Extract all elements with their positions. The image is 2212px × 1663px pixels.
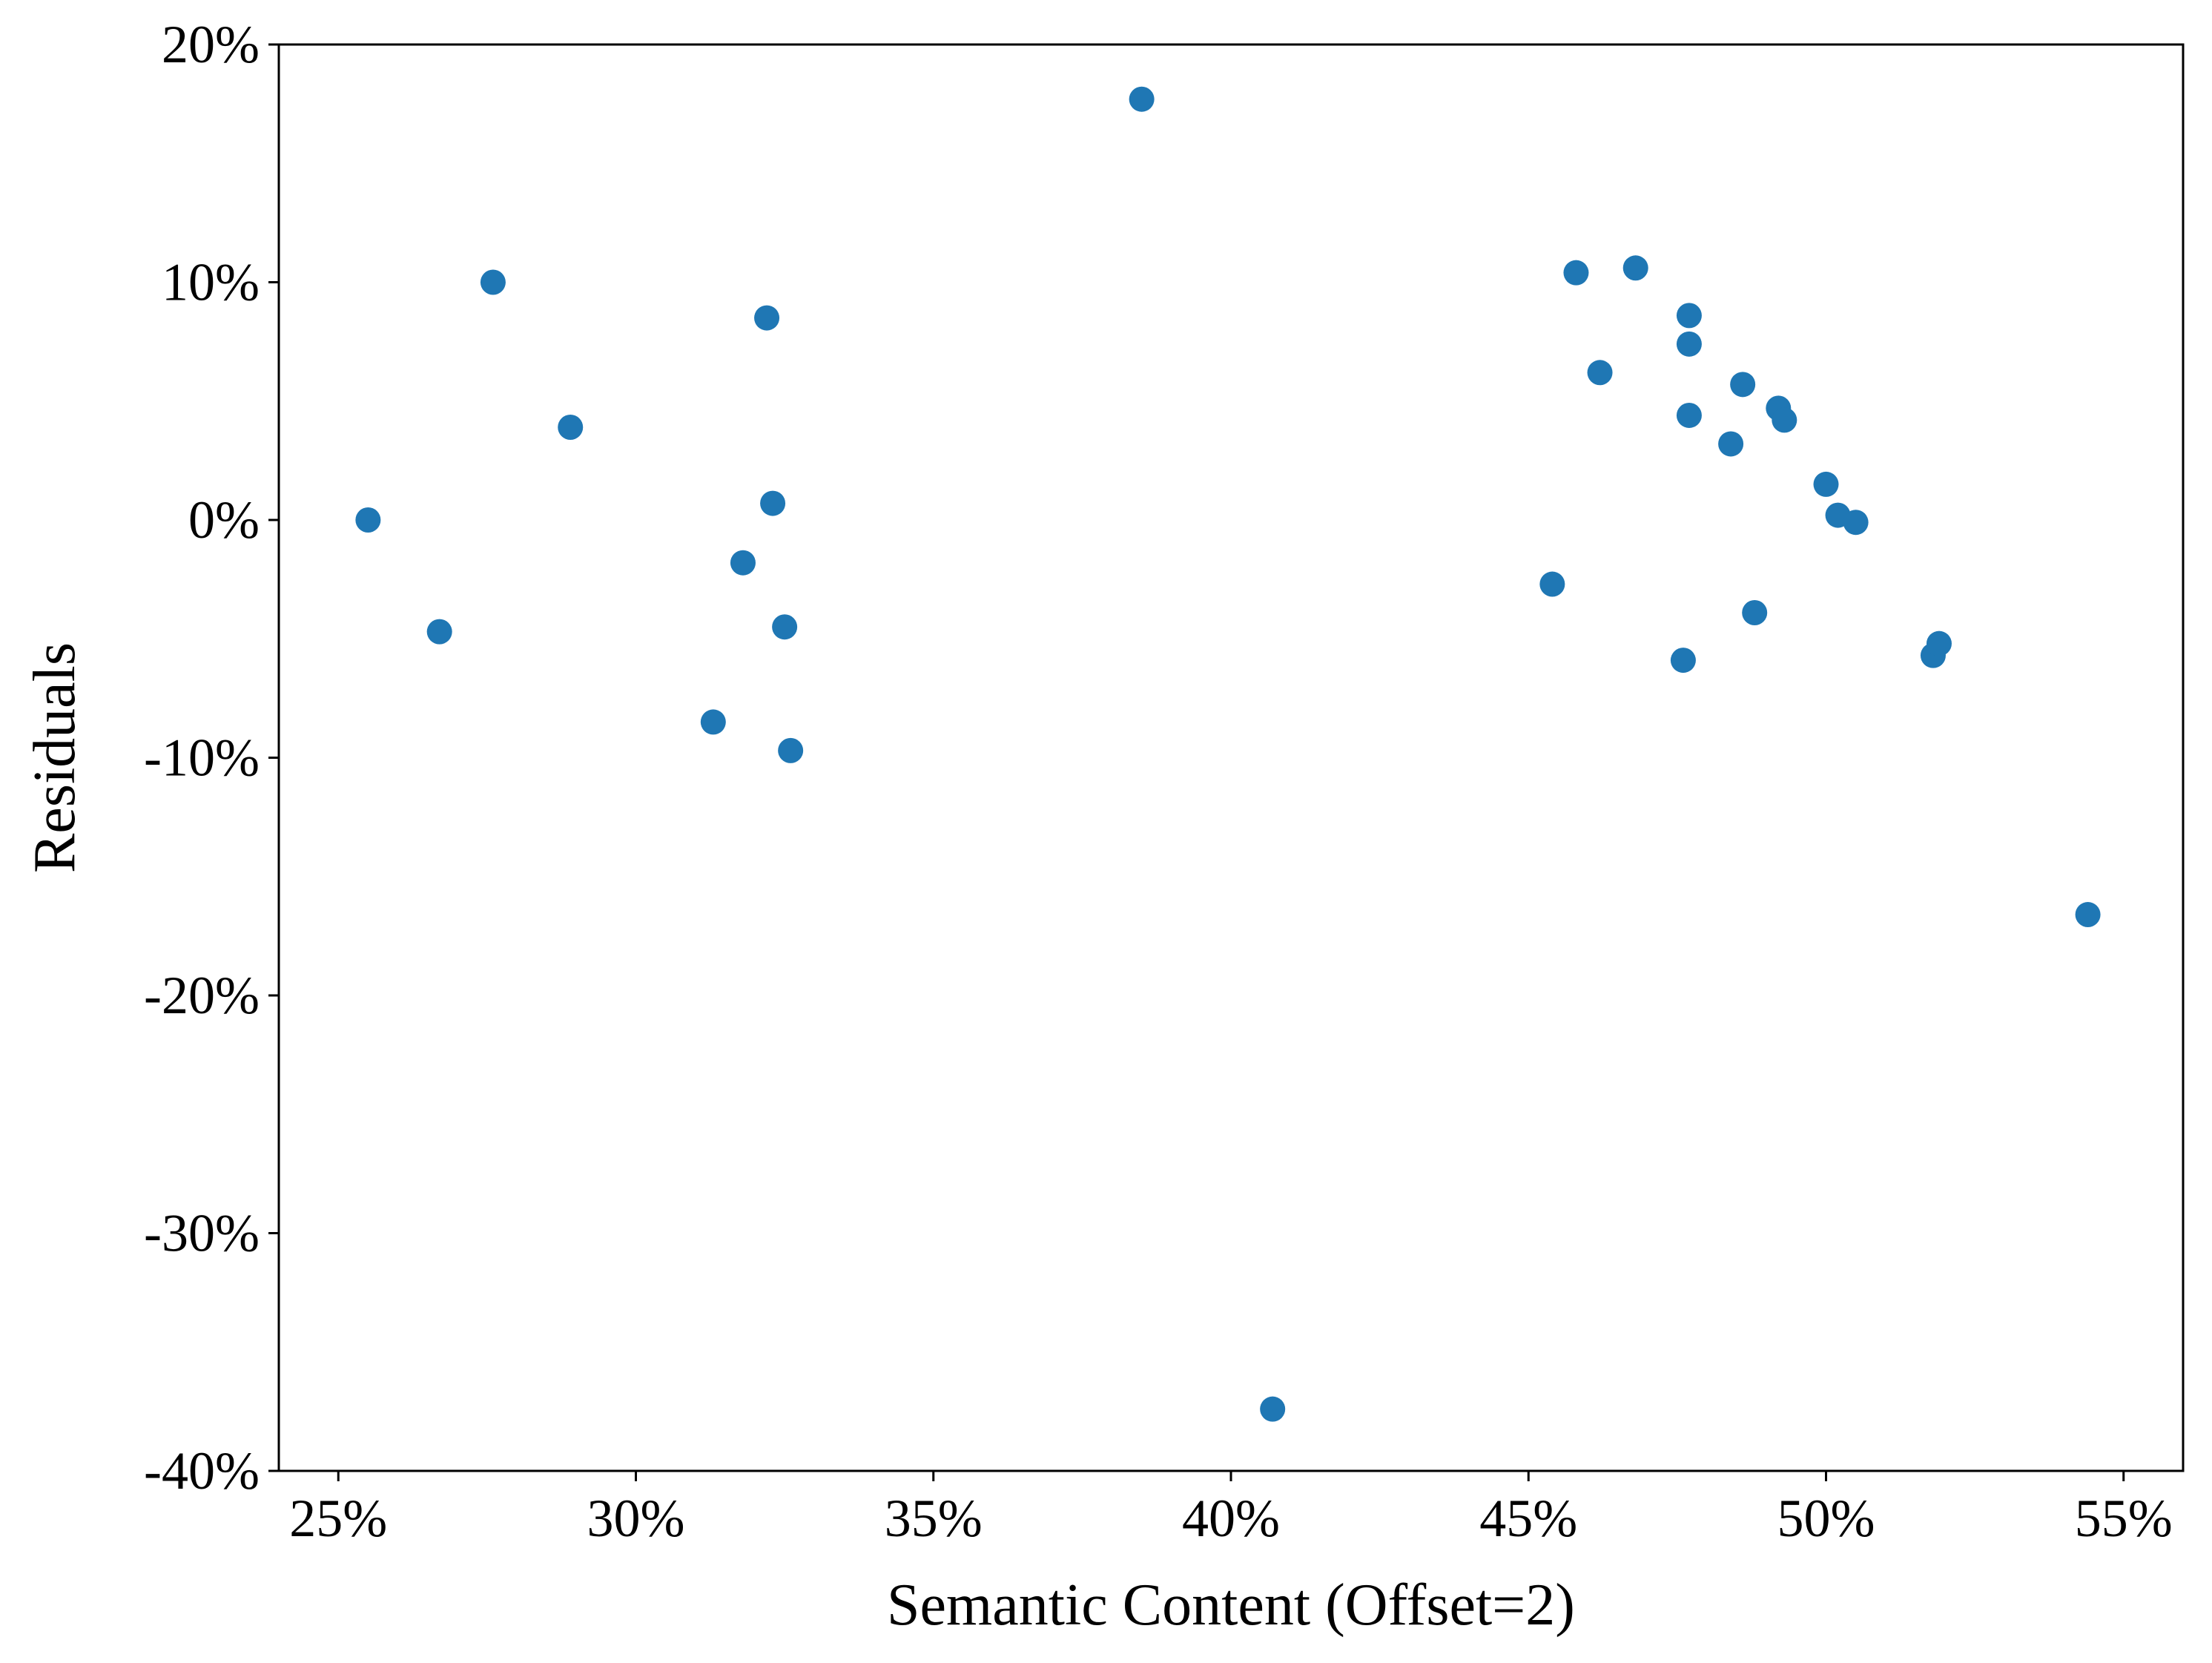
x-tick-label: 30% xyxy=(587,1489,685,1548)
y-tick-label: -30% xyxy=(144,1204,260,1263)
x-tick-label: 35% xyxy=(885,1489,983,1548)
x-axis-ticks: 25% 30% 35% 40% 45% 50% 55% xyxy=(289,1471,2173,1548)
data-point xyxy=(355,507,381,533)
data-point xyxy=(1129,86,1155,112)
data-point xyxy=(778,737,804,763)
data-point xyxy=(558,415,584,441)
x-tick-label: 45% xyxy=(1479,1489,1577,1548)
data-point xyxy=(1670,648,1696,674)
data-point xyxy=(1539,571,1565,597)
data-point xyxy=(1260,1396,1286,1422)
x-tick-label: 25% xyxy=(289,1489,387,1548)
data-point xyxy=(1676,303,1702,329)
data-point xyxy=(754,305,780,331)
y-axis-label: Residuals xyxy=(22,642,88,873)
data-point xyxy=(700,709,726,735)
x-tick-label: 50% xyxy=(1777,1489,1875,1548)
x-tick-label: 55% xyxy=(2075,1489,2173,1548)
data-point xyxy=(1742,599,1768,625)
x-tick-label: 40% xyxy=(1182,1489,1280,1548)
data-point xyxy=(730,550,756,576)
y-tick-label: -40% xyxy=(144,1441,260,1501)
data-point xyxy=(1622,255,1648,281)
y-axis-ticks: 20% 10% 0% -10% -20% -30% -40% xyxy=(144,15,279,1501)
y-tick-label: -10% xyxy=(144,728,260,788)
data-point xyxy=(1813,471,1839,497)
data-point xyxy=(1718,431,1744,457)
plot-frame xyxy=(277,43,2185,1472)
data-point xyxy=(1676,331,1702,357)
data-point xyxy=(1563,260,1589,286)
data-point xyxy=(426,619,452,645)
y-tick-label: -20% xyxy=(144,966,260,1025)
y-tick-label: 10% xyxy=(162,253,260,312)
y-tick-label: 0% xyxy=(188,490,260,550)
data-point xyxy=(1730,372,1756,398)
data-point xyxy=(1772,407,1797,433)
data-point xyxy=(1587,360,1613,386)
data-point xyxy=(1676,402,1702,428)
data-point xyxy=(480,269,506,295)
data-points xyxy=(355,86,2101,1422)
data-point xyxy=(1926,630,1952,656)
data-point xyxy=(772,614,798,640)
y-tick-label: 20% xyxy=(162,15,260,74)
data-point xyxy=(1843,510,1869,536)
data-point xyxy=(760,490,786,516)
x-axis-label: Semantic Content (Offset=2) xyxy=(887,1573,1575,1638)
data-point xyxy=(2075,902,2101,928)
